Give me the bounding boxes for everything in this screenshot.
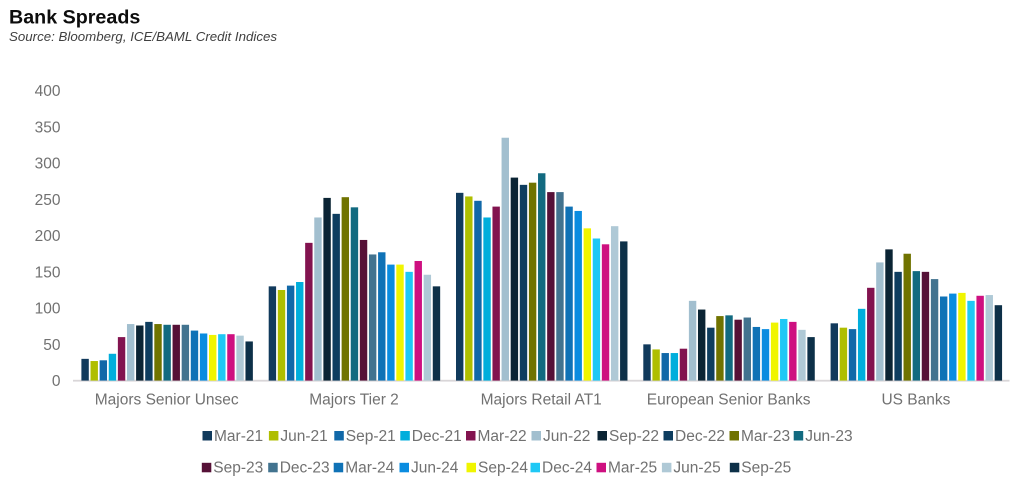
svg-text:Majors Tier 2: Majors Tier 2 — [309, 392, 399, 409]
svg-text:Mar-24: Mar-24 — [345, 460, 394, 477]
svg-text:Dec-24: Dec-24 — [542, 460, 592, 477]
svg-text:Dec-21: Dec-21 — [412, 428, 462, 445]
svg-text:Jun-24: Jun-24 — [411, 460, 459, 477]
svg-text:Sep-23: Sep-23 — [213, 460, 263, 477]
svg-text:400: 400 — [35, 83, 61, 100]
svg-text:250: 250 — [35, 192, 61, 209]
svg-text:300: 300 — [35, 156, 61, 173]
svg-text:Dec-22: Dec-22 — [675, 428, 725, 445]
svg-text:Sep-21: Sep-21 — [346, 428, 396, 445]
svg-text:Majors Senior Unsec: Majors Senior Unsec — [95, 392, 239, 409]
svg-text:Bank Spreads: Bank Spreads — [9, 7, 140, 29]
svg-text:50: 50 — [43, 337, 61, 354]
svg-text:European Senior Banks: European Senior Banks — [647, 392, 811, 409]
svg-text:150: 150 — [35, 264, 61, 281]
svg-text:Jun-25: Jun-25 — [673, 460, 720, 477]
svg-text:Mar-25: Mar-25 — [608, 460, 657, 477]
svg-text:Mar-23: Mar-23 — [741, 428, 790, 445]
svg-text:Jun-21: Jun-21 — [280, 428, 327, 445]
svg-text:Jun-22: Jun-22 — [543, 428, 590, 445]
svg-text:Mar-21: Mar-21 — [214, 428, 263, 445]
svg-text:Dec-23: Dec-23 — [280, 460, 330, 477]
svg-text:Sep-24: Sep-24 — [478, 460, 528, 477]
svg-text:Jun-23: Jun-23 — [805, 428, 852, 445]
svg-text:0: 0 — [52, 373, 61, 390]
svg-text:US Banks: US Banks — [881, 392, 950, 409]
svg-text:Sep-22: Sep-22 — [609, 428, 659, 445]
svg-text:100: 100 — [35, 301, 61, 318]
svg-text:350: 350 — [35, 119, 61, 136]
svg-text:Mar-22: Mar-22 — [478, 428, 527, 445]
svg-text:Majors Retail AT1: Majors Retail AT1 — [481, 392, 602, 409]
svg-text:Sep-25: Sep-25 — [741, 460, 791, 477]
svg-text:Source: Bloomberg, ICE/BAML Cr: Source: Bloomberg, ICE/BAML Credit Indic… — [9, 29, 277, 44]
svg-text:200: 200 — [35, 228, 61, 245]
